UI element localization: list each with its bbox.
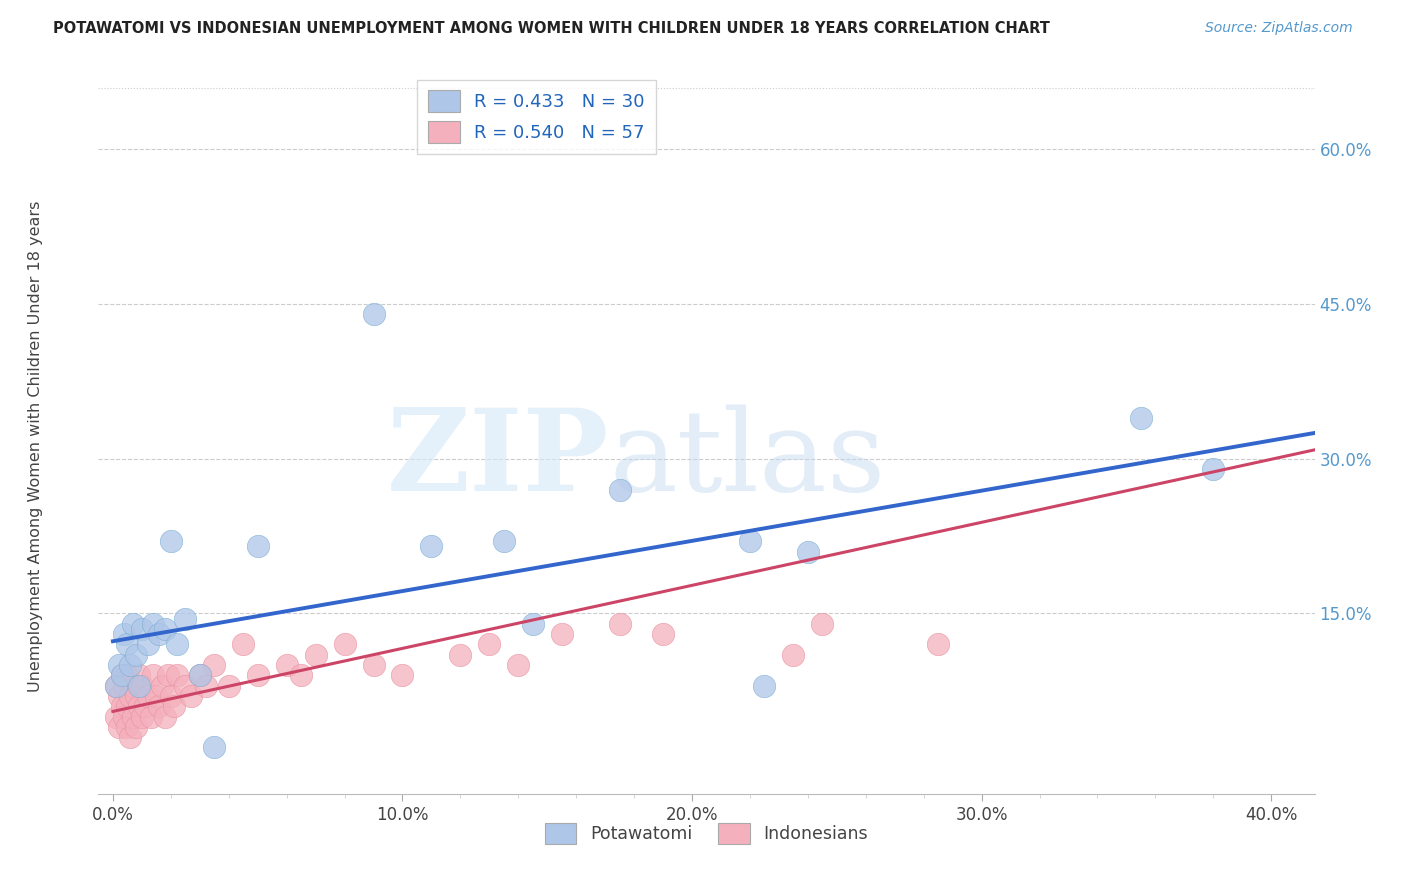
Point (246, 540, 269, 554)
Point (194, 679, 217, 693)
Point (114, 709, 136, 723)
Point (117, 720, 139, 734)
Point (754, 679, 776, 693)
Point (202, 657, 225, 672)
Point (290, 668, 312, 682)
Point (159, 689, 181, 703)
Point (114, 627, 136, 641)
Text: POTAWATOMI VS INDONESIAN UNEMPLOYMENT AMONG WOMEN WITH CHILDREN UNDER 18 YEARS C: POTAWATOMI VS INDONESIAN UNEMPLOYMENT AM… (53, 21, 1050, 36)
Point (153, 622, 176, 636)
Point (134, 699, 156, 714)
Point (104, 709, 127, 723)
Point (420, 540, 443, 554)
Point (110, 668, 132, 682)
Text: ZIP: ZIP (387, 404, 609, 515)
Point (218, 679, 240, 693)
Point (232, 637, 254, 651)
Point (117, 668, 139, 682)
Point (478, 637, 501, 651)
Point (202, 740, 225, 755)
Point (391, 668, 413, 682)
Point (166, 637, 188, 651)
Point (125, 648, 148, 662)
Point (508, 657, 530, 672)
Point (782, 648, 804, 662)
Point (363, 307, 385, 321)
Point (107, 657, 129, 672)
Point (104, 679, 127, 693)
Point (128, 699, 150, 714)
Point (125, 720, 148, 734)
Point (188, 668, 211, 682)
Point (492, 534, 515, 549)
Point (117, 637, 139, 651)
Point (104, 679, 127, 693)
Point (609, 616, 631, 631)
Point (159, 534, 181, 549)
Point (927, 637, 949, 651)
Point (174, 679, 197, 693)
Point (145, 689, 167, 703)
Point (551, 627, 574, 641)
Point (148, 699, 170, 714)
Point (122, 616, 145, 631)
Point (449, 648, 471, 662)
Text: Unemployment Among Women with Children Under 18 years: Unemployment Among Women with Children U… (28, 201, 42, 691)
Point (304, 648, 326, 662)
Point (136, 637, 159, 651)
Point (120, 730, 142, 744)
Point (131, 709, 153, 723)
Legend: Potawatomi, Indonesians: Potawatomi, Indonesians (538, 815, 875, 851)
Point (139, 709, 162, 723)
Point (142, 616, 165, 631)
Point (811, 616, 834, 631)
Point (797, 544, 820, 558)
Point (110, 668, 132, 682)
Point (188, 668, 211, 682)
Point (522, 616, 544, 631)
Point (246, 668, 269, 682)
Point (153, 709, 176, 723)
Point (120, 657, 142, 672)
Point (609, 483, 631, 497)
Point (174, 611, 197, 625)
Point (131, 622, 153, 636)
Point (180, 689, 202, 703)
Point (107, 720, 129, 734)
Point (122, 709, 145, 723)
Point (652, 627, 675, 641)
Point (166, 668, 188, 682)
Point (150, 679, 173, 693)
Text: Source: ZipAtlas.com: Source: ZipAtlas.com (1205, 21, 1353, 35)
Point (363, 657, 385, 672)
Point (117, 699, 139, 714)
Point (122, 679, 145, 693)
Point (120, 689, 142, 703)
Point (131, 679, 153, 693)
Point (128, 668, 150, 682)
Point (738, 534, 761, 549)
Point (276, 657, 298, 672)
Point (333, 637, 356, 651)
Point (107, 689, 129, 703)
Point (1129, 410, 1152, 425)
Point (136, 689, 159, 703)
Point (125, 689, 148, 703)
Point (110, 699, 132, 714)
Point (1202, 462, 1225, 476)
Point (156, 668, 179, 682)
Text: atlas: atlas (609, 404, 886, 515)
Point (148, 627, 170, 641)
Point (128, 679, 150, 693)
Point (114, 679, 136, 693)
Point (142, 668, 165, 682)
Point (163, 699, 186, 714)
